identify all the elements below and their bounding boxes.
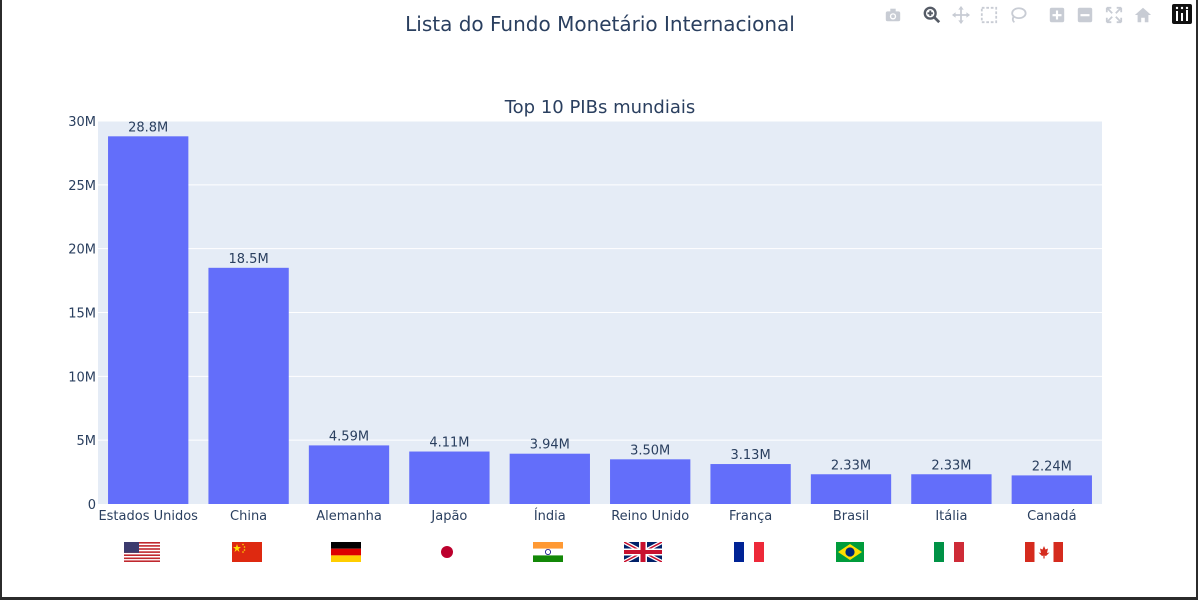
y-tick-label: 30M	[68, 115, 96, 130]
x-tick-label: Itália	[935, 509, 967, 524]
reset-axes-icon[interactable]	[1132, 4, 1154, 26]
japan-flag-icon	[432, 542, 462, 566]
plotly-logo-icon[interactable]	[1172, 4, 1192, 24]
y-tick-label: 25M	[68, 179, 96, 194]
data-label: 4.59M	[329, 429, 369, 444]
x-tick-label: Alemanha	[316, 509, 382, 524]
data-label: 4.11M	[429, 436, 469, 451]
france-flag-icon	[734, 542, 764, 566]
x-tick-label: China	[230, 509, 267, 524]
y-tick-label: 10M	[68, 370, 96, 385]
autoscale-icon[interactable]	[1103, 4, 1125, 26]
canada-flag-icon	[1025, 542, 1063, 566]
x-tick-label: Reino Unido	[611, 509, 689, 524]
italy-flag-icon	[934, 542, 964, 566]
y-tick-label: 15M	[68, 307, 96, 322]
data-label: 2.33M	[931, 458, 971, 473]
china-flag-icon	[232, 542, 262, 566]
x-tick-label: Japão	[430, 509, 467, 524]
x-tick-label: Índia	[534, 508, 566, 524]
bar	[308, 445, 390, 504]
x-tick-label: Estados Unidos	[98, 509, 198, 524]
chart-title: Top 10 PIBs mundiais	[504, 97, 696, 118]
zoom-in-icon[interactable]	[1046, 4, 1068, 26]
bar	[710, 464, 791, 504]
y-tick-label: 20M	[68, 243, 96, 258]
bar	[108, 136, 189, 504]
data-label: 3.50M	[630, 443, 670, 458]
x-tick-label: França	[729, 509, 772, 524]
bar	[409, 451, 490, 504]
y-tick-label: 0	[88, 498, 96, 513]
y-tick-label: 5M	[77, 434, 97, 449]
bar	[911, 474, 992, 504]
camera-icon[interactable]	[882, 4, 904, 26]
bar	[610, 459, 691, 504]
lasso-select-icon[interactable]	[1007, 4, 1029, 26]
data-label: 3.94M	[530, 438, 570, 453]
x-tick-label: Brasil	[833, 509, 869, 524]
box-select-icon[interactable]	[978, 4, 1000, 26]
zoom-out-icon[interactable]	[1074, 4, 1096, 26]
bar	[509, 453, 590, 504]
india-flag-icon	[533, 542, 563, 566]
bar	[208, 267, 289, 504]
bar	[1011, 475, 1092, 504]
x-tick-label: Canadá	[1027, 509, 1076, 524]
uk-flag-icon	[623, 540, 663, 566]
bar	[810, 474, 892, 504]
page-title: Lista do Fundo Monetário Internacional	[405, 12, 795, 36]
brazil-flag-icon	[836, 542, 864, 566]
data-label: 3.13M	[731, 448, 771, 463]
pan-icon[interactable]	[950, 4, 972, 26]
data-label: 2.24M	[1032, 459, 1072, 474]
germany-flag-icon	[331, 542, 361, 566]
zoom-icon[interactable]	[921, 4, 943, 26]
data-label: 28.8M	[128, 120, 168, 135]
data-label: 2.33M	[831, 458, 871, 473]
data-label: 18.5M	[229, 252, 269, 267]
usa-flag-icon	[124, 542, 160, 566]
